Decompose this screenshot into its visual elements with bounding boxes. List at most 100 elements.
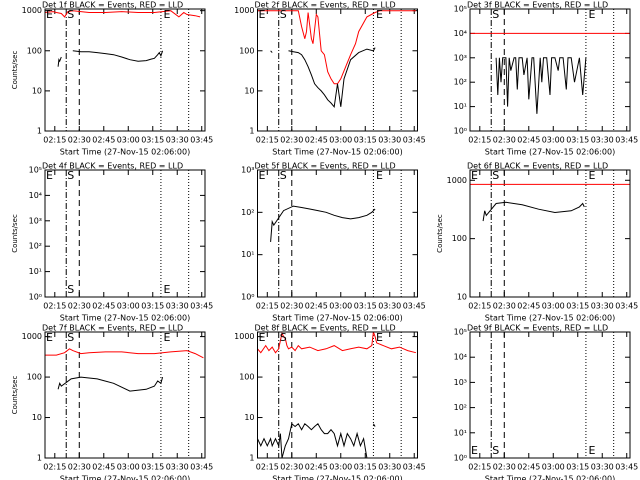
y-axis-label: Counts/sec: [11, 214, 19, 253]
series-line: [270, 47, 376, 108]
plot-frame: [257, 8, 418, 132]
x-tick-label: 03:30: [166, 136, 189, 145]
x-tick-label: 03:15: [141, 463, 164, 472]
panel: Det 6f BLACK = Events, RED = LLD Start Ti…: [436, 162, 638, 323]
x-tick-label: 02:45: [517, 302, 540, 311]
x-tick-label: 03:30: [378, 302, 401, 311]
annotation: E: [471, 444, 478, 457]
x-tick-label: 02:30: [493, 463, 516, 472]
y-tick-label: 10: [244, 413, 254, 422]
x-tick-label: 03:30: [166, 302, 189, 311]
annotation: S: [67, 331, 74, 344]
annotation: E: [164, 331, 171, 344]
x-axis-label: Start Time (27-Nov-15 02:06:00): [60, 475, 190, 480]
x-tick-label: 02:30: [493, 302, 516, 311]
plot-frame: [469, 8, 631, 132]
y-tick-label: 100: [452, 234, 467, 243]
x-tick-label: 02:15: [468, 463, 491, 472]
y-tick-label: 10¹: [29, 267, 42, 276]
annotation: S: [492, 444, 499, 457]
y-tick-label: 100: [239, 46, 254, 55]
annotation: E: [471, 169, 478, 182]
panel: Det 3f BLACK = Events, RED = LLD Start Ti…: [454, 1, 639, 157]
annotation: E: [376, 169, 383, 182]
x-tick-label: 02:15: [468, 302, 491, 311]
y-tick-label: 1000: [447, 176, 467, 185]
annotation: S: [492, 169, 499, 182]
y-tick-label: 10: [32, 86, 42, 95]
panel-title: Det 5f BLACK = Events, RED = LLD: [255, 162, 396, 171]
x-tick-label: 03:45: [190, 302, 213, 311]
plot-frame: [257, 169, 418, 298]
annotation: E: [259, 8, 266, 21]
annotation: S: [280, 8, 287, 21]
y-tick-label: 10⁰: [241, 293, 254, 302]
x-tick-label: 02:45: [305, 463, 328, 472]
x-tick-label: 03:00: [117, 136, 140, 145]
annotation: E: [46, 8, 53, 21]
x-tick-label: 03:00: [329, 463, 352, 472]
annotation: S: [67, 169, 74, 182]
panel: Det 9f BLACK = Events, RED = LLD Start Ti…: [454, 324, 639, 480]
x-axis-label: Start Time (27-Nov-15 02:06:00): [60, 314, 190, 323]
y-tick-label: 1: [37, 127, 42, 136]
x-tick-label: 02:30: [68, 136, 91, 145]
annotation: S: [67, 283, 74, 296]
x-tick-label: 02:45: [517, 136, 540, 145]
y-tick-label: 10³: [454, 378, 467, 387]
y-tick-label: 100: [239, 373, 254, 382]
annotation: S: [492, 8, 499, 21]
series-line: [257, 10, 416, 85]
y-tick-label: 1000: [234, 332, 254, 341]
x-tick-label: 03:15: [566, 136, 589, 145]
y-tick-label: 10¹: [241, 250, 254, 259]
y-tick-label: 10²: [454, 403, 467, 412]
panel: Det 5f BLACK = Events, RED = LLD Start Ti…: [241, 162, 426, 323]
series-line: [495, 57, 587, 114]
x-tick-label: 03:30: [166, 463, 189, 472]
annotation: E: [589, 444, 596, 457]
panel-title: Det 1f BLACK = Events, RED = LLD: [42, 1, 183, 10]
y-tick-label: 1000: [22, 332, 42, 341]
panel: Det 8f BLACK = Events, RED = LLD Start Ti…: [234, 324, 426, 480]
plot-frame: [44, 169, 206, 298]
y-tick-label: 1: [249, 127, 254, 136]
x-tick-label: 03:15: [354, 136, 377, 145]
y-tick-label: 10³: [29, 216, 42, 225]
panel-title: Det 8f BLACK = Events, RED = LLD: [255, 324, 396, 333]
x-tick-label: 03:15: [354, 463, 377, 472]
y-tick-label: 10¹: [454, 428, 467, 437]
x-tick-label: 03:00: [117, 302, 140, 311]
x-tick-label: 02:45: [305, 302, 328, 311]
annotation: S: [280, 169, 287, 182]
x-tick-label: 03:45: [615, 463, 638, 472]
x-tick-label: 03:45: [403, 463, 426, 472]
x-tick-label: 03:30: [591, 463, 614, 472]
y-tick-label: 10⁰: [29, 293, 42, 302]
x-tick-label: 02:45: [92, 463, 115, 472]
y-axis-label: Counts/sec: [11, 51, 19, 90]
x-tick-label: 03:15: [141, 302, 164, 311]
y-tick-label: 1000: [22, 6, 42, 15]
x-tick-label: 02:15: [256, 463, 279, 472]
panel-title: Det 6f BLACK = Events, RED = LLD: [467, 162, 608, 171]
y-tick-label: 1: [37, 454, 42, 463]
x-tick-label: 03:30: [378, 463, 401, 472]
x-tick-label: 02:45: [517, 463, 540, 472]
series-line: [257, 332, 417, 354]
y-tick-label: 1: [249, 454, 254, 463]
y-tick-label: 10³: [454, 53, 467, 62]
x-tick-label: 03:00: [542, 302, 565, 311]
annotation: E: [589, 169, 596, 182]
annotation: E: [164, 283, 171, 296]
y-tick-label: 10⁵: [29, 166, 42, 175]
x-tick-label: 03:00: [542, 463, 565, 472]
y-tick-label: 10: [457, 293, 467, 302]
y-tick-label: 10⁰: [454, 127, 467, 136]
x-tick-label: 02:30: [68, 302, 91, 311]
annotation: E: [46, 169, 53, 182]
x-tick-label: 02:15: [256, 302, 279, 311]
x-tick-label: 02:30: [280, 302, 303, 311]
y-tick-label: 10⁵: [454, 5, 467, 14]
